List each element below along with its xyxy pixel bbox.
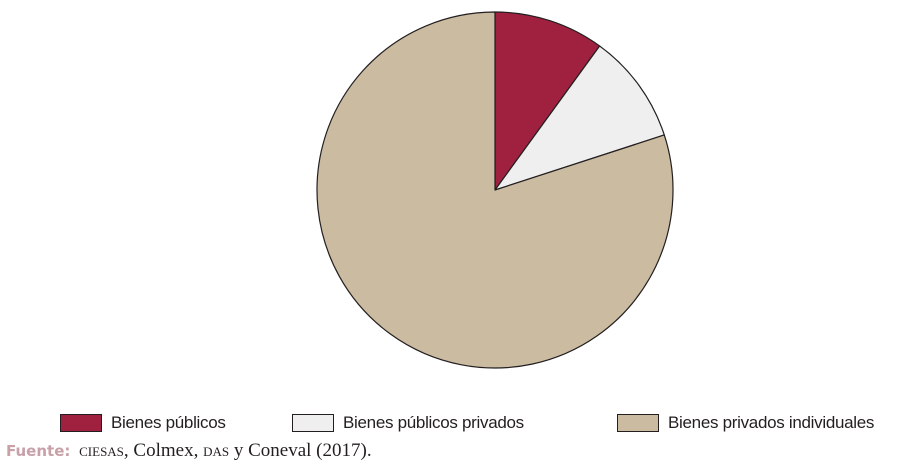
legend-swatch-bienes-privados-individuales bbox=[617, 414, 659, 432]
legend-item-bienes-publicos-privados: Bienes públicos privados bbox=[292, 411, 524, 435]
pie-slice-bienes-privados-individuales bbox=[316, 11, 674, 369]
pie-chart bbox=[316, 11, 674, 369]
legend-label-bienes-privados-individuales: Bienes privados individuales bbox=[668, 413, 875, 432]
legend-swatch-bienes-publicos bbox=[60, 414, 102, 432]
legend-swatch-bienes-publicos-privados bbox=[292, 414, 334, 432]
source-text-coneval: y Coneval (2017). bbox=[229, 440, 372, 461]
source-text-colmex: , Colmex, bbox=[123, 440, 204, 461]
legend-label-bienes-publicos: Bienes públicos bbox=[111, 413, 226, 432]
legend: Bienes públicos Bienes públicos privados… bbox=[0, 411, 905, 435]
source-org-das: DAS bbox=[203, 440, 230, 461]
source-label: Fuente: bbox=[6, 442, 71, 460]
legend-item-bienes-privados-individuales: Bienes privados individuales bbox=[617, 411, 874, 435]
pie-slice-bienes-publicos-privados bbox=[494, 45, 665, 191]
pie-slice-bienes-publicos bbox=[494, 11, 601, 191]
source-org-ciesas: CIESAS bbox=[79, 440, 124, 461]
legend-item-bienes-publicos: Bienes públicos bbox=[60, 411, 226, 435]
source-note: Fuente: CIESAS, Colmex, DAS y Coneval (2… bbox=[6, 440, 372, 462]
legend-label-bienes-publicos-privados: Bienes públicos privados bbox=[343, 413, 524, 432]
